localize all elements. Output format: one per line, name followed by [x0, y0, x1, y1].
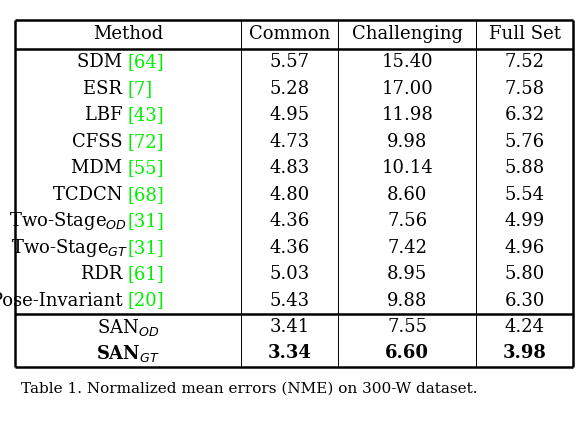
Text: 15.40: 15.40 [382, 53, 433, 71]
Text: 5.54: 5.54 [505, 186, 545, 204]
Text: 17.00: 17.00 [381, 80, 433, 98]
Text: TCDCN: TCDCN [53, 186, 128, 204]
Text: 4.96: 4.96 [505, 239, 545, 256]
Text: [31]: [31] [128, 212, 165, 230]
Text: 5.88: 5.88 [505, 159, 545, 177]
Text: 7.42: 7.42 [387, 239, 427, 256]
Text: SAN$_{OD}$: SAN$_{OD}$ [97, 316, 159, 338]
Text: 4.99: 4.99 [505, 212, 545, 230]
Text: [31]: [31] [128, 239, 165, 256]
Text: [20]: [20] [128, 292, 165, 309]
Text: 3.41: 3.41 [269, 318, 310, 336]
Text: 4.73: 4.73 [269, 133, 310, 151]
Text: CFSS: CFSS [72, 133, 128, 151]
Text: Two-Stage$_{GT}$: Two-Stage$_{GT}$ [11, 237, 128, 259]
Text: [68]: [68] [128, 186, 165, 204]
Text: [61]: [61] [128, 265, 165, 283]
Text: 4.36: 4.36 [269, 212, 310, 230]
Text: 6.30: 6.30 [505, 292, 545, 309]
Text: SDM: SDM [77, 53, 128, 71]
Text: 7.52: 7.52 [505, 53, 545, 71]
Text: [43]: [43] [128, 106, 165, 124]
Text: 3.98: 3.98 [503, 345, 547, 362]
Text: 5.43: 5.43 [269, 292, 310, 309]
Text: 8.60: 8.60 [387, 186, 427, 204]
Text: [64]: [64] [128, 53, 165, 71]
Text: 7.56: 7.56 [387, 212, 427, 230]
Text: RDR: RDR [81, 265, 128, 283]
Text: 5.57: 5.57 [269, 53, 310, 71]
Text: Full Set: Full Set [489, 25, 561, 43]
Text: Two-Stage$_{OD}$: Two-Stage$_{OD}$ [9, 210, 128, 232]
Text: 10.14: 10.14 [381, 159, 433, 177]
Text: SAN$_{GT}$: SAN$_{GT}$ [96, 343, 160, 364]
Text: MDM: MDM [71, 159, 128, 177]
Text: 6.32: 6.32 [505, 106, 545, 124]
Text: 6.60: 6.60 [385, 345, 429, 362]
Text: 7.58: 7.58 [505, 80, 545, 98]
Text: LBF: LBF [85, 106, 128, 124]
Text: Common: Common [249, 25, 330, 43]
Text: 9.98: 9.98 [387, 133, 427, 151]
Text: Table 1. Normalized mean errors (NME) on 300-W dataset.: Table 1. Normalized mean errors (NME) on… [21, 382, 477, 396]
Text: 5.28: 5.28 [269, 80, 310, 98]
Text: [55]: [55] [128, 159, 165, 177]
Text: 4.24: 4.24 [505, 318, 545, 336]
Text: Pose-Invariant: Pose-Invariant [0, 292, 128, 309]
Text: 8.95: 8.95 [387, 265, 427, 283]
Text: 4.95: 4.95 [269, 106, 310, 124]
Text: 11.98: 11.98 [381, 106, 433, 124]
Text: [72]: [72] [128, 133, 165, 151]
Text: 5.80: 5.80 [505, 265, 545, 283]
Text: 4.80: 4.80 [269, 186, 310, 204]
Text: 5.76: 5.76 [505, 133, 545, 151]
Text: Challenging: Challenging [352, 25, 463, 43]
Text: ESR: ESR [83, 80, 128, 98]
Text: 9.88: 9.88 [387, 292, 427, 309]
Text: Method: Method [93, 25, 163, 43]
Text: 7.55: 7.55 [387, 318, 427, 336]
Text: 5.03: 5.03 [269, 265, 310, 283]
Text: [7]: [7] [128, 80, 153, 98]
Text: 4.83: 4.83 [269, 159, 310, 177]
Text: 4.36: 4.36 [269, 239, 310, 256]
Text: 3.34: 3.34 [268, 345, 312, 362]
